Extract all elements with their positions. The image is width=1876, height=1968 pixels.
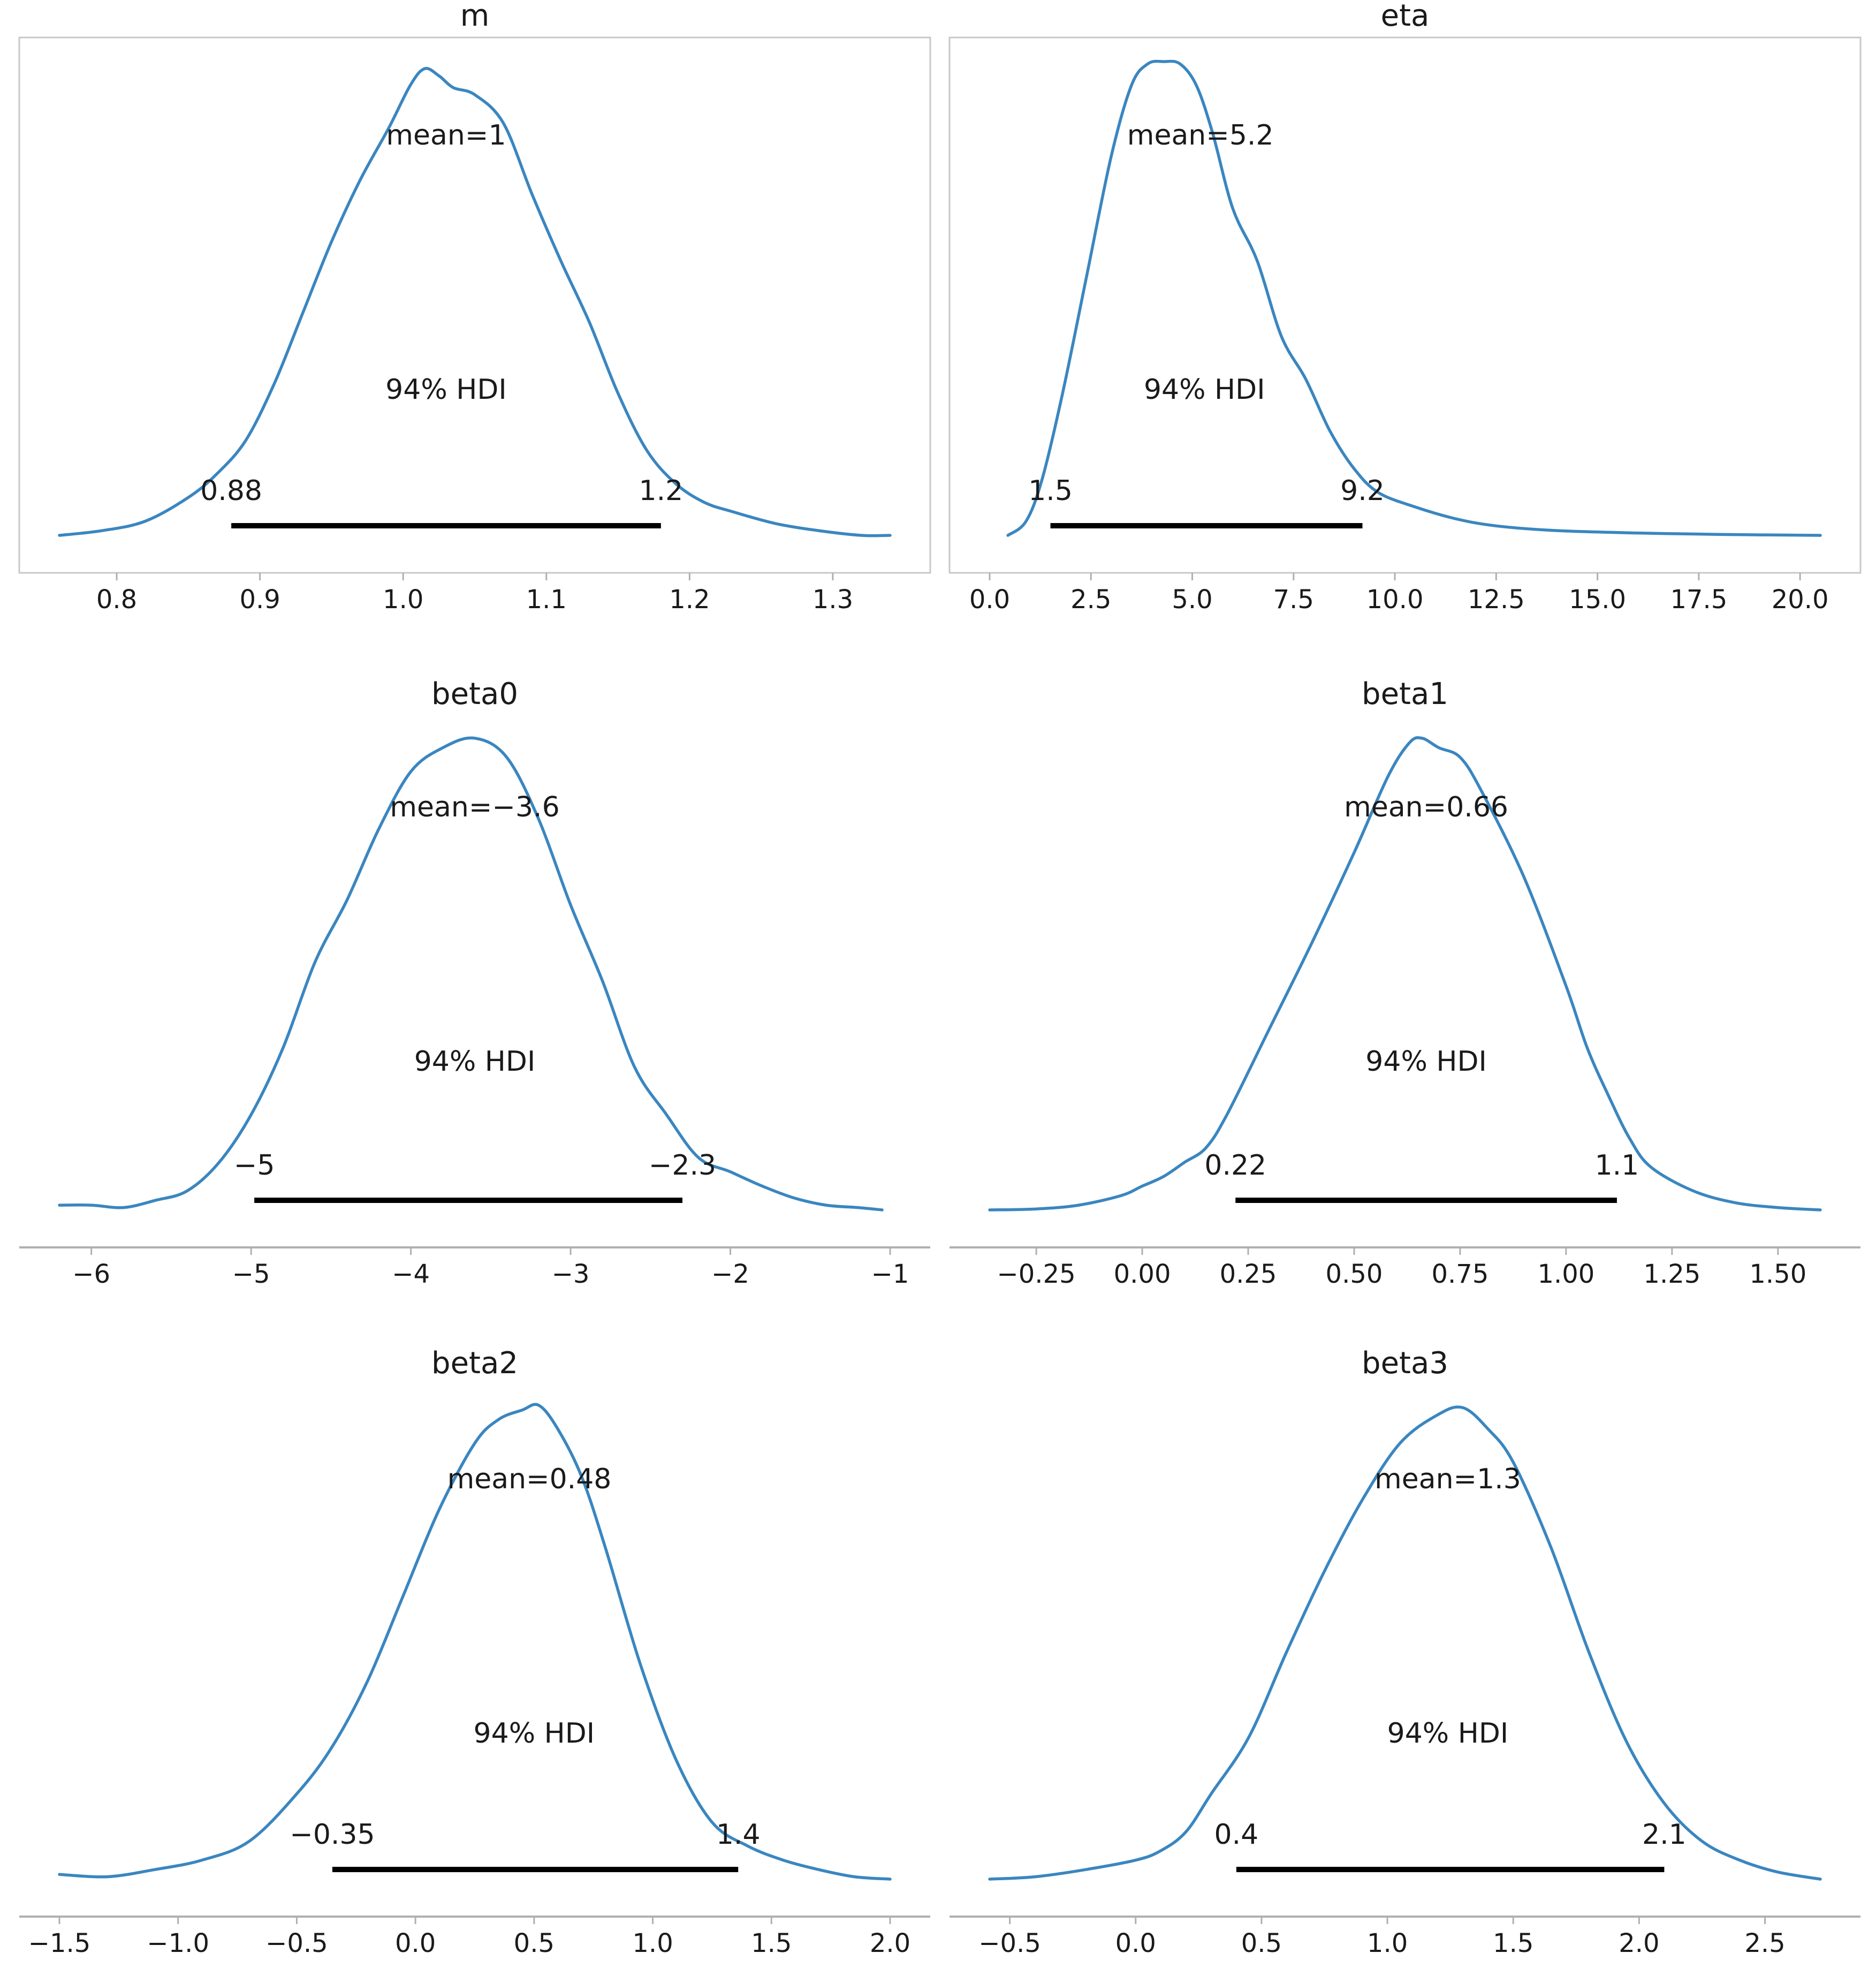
hdi-high-label: 1.4	[716, 1819, 761, 1851]
x-tick-label: 1.5	[751, 1928, 792, 1958]
x-tick-label: −0.25	[997, 1259, 1076, 1289]
x-tick-label: 1.2	[669, 585, 710, 615]
panel-title: beta3	[1362, 1346, 1448, 1381]
x-tick-label: −3	[552, 1259, 590, 1289]
x-tick-label: 1.1	[526, 585, 567, 615]
x-tick-label: 0.5	[514, 1928, 555, 1958]
hdi-label: 94% HDI	[385, 374, 507, 406]
x-tick-label: 2.5	[1070, 585, 1111, 615]
panel-title: m	[460, 0, 490, 33]
panel-title: beta0	[431, 677, 518, 711]
panel-title: beta1	[1362, 677, 1448, 711]
hdi-high-label: 2.1	[1642, 1819, 1687, 1851]
x-tick-label: −1.0	[147, 1928, 209, 1958]
x-tick-label: −6	[72, 1259, 110, 1289]
x-tick-label: 0.50	[1326, 1259, 1383, 1289]
x-tick-label: 0.0	[1115, 1928, 1156, 1958]
x-tick-label: 10.0	[1366, 585, 1424, 615]
kde-curve	[58, 736, 884, 1212]
x-tick-label: 7.5	[1273, 585, 1314, 615]
panel-beta3: beta3 −0.5 0.0 0.5 1.0 1.5 2.0 2.5 0.4 2.1 mean=1.…	[950, 1346, 1860, 1958]
hdi-low-label: −5	[234, 1149, 275, 1182]
hdi-low-label: −0.35	[290, 1819, 375, 1851]
x-tick-label: 1.50	[1749, 1259, 1806, 1289]
mean-label: mean=0.48	[447, 1463, 612, 1495]
hdi-low-label: 0.4	[1214, 1819, 1259, 1851]
x-tick-label: 0.25	[1220, 1259, 1277, 1289]
panel-title: eta	[1381, 0, 1430, 33]
x-tick-label: 0.9	[239, 585, 280, 615]
axes-frame	[18, 36, 931, 574]
x-tick-label: −5	[232, 1259, 270, 1289]
hdi-label: 94% HDI	[1365, 1046, 1487, 1078]
x-tick-label: 0.00	[1114, 1259, 1171, 1289]
x-tick-label: 20.0	[1772, 585, 1829, 615]
panel-beta2: beta2 −1.5 −1.0 −0.5 0.0 0.5 1.0 1.5 2.0 −0.35 1.4…	[19, 1346, 930, 1958]
kde-curve	[988, 736, 1822, 1212]
x-tick-label: −1.5	[28, 1928, 91, 1958]
x-tick-label: 2.5	[1744, 1928, 1785, 1958]
mean-label: mean=−3.6	[390, 791, 559, 823]
x-tick-label: 0.0	[395, 1928, 436, 1958]
hdi-low-label: 0.22	[1204, 1149, 1266, 1182]
x-tick-label: 1.0	[383, 585, 423, 615]
x-tick-label: 0.8	[96, 585, 137, 615]
x-tick-label: −2	[711, 1259, 749, 1289]
kde-curve	[988, 1405, 1822, 1881]
hdi-label: 94% HDI	[474, 1717, 595, 1750]
mean-label: mean=5.2	[1127, 119, 1274, 152]
kde-curve	[58, 1403, 892, 1881]
x-tick-label: −0.5	[265, 1928, 328, 1958]
x-tick-label: 1.3	[812, 585, 853, 615]
x-tick-label: 2.0	[1619, 1928, 1659, 1958]
x-tick-label: 1.5	[1493, 1928, 1533, 1958]
x-tick-label: −4	[392, 1259, 430, 1289]
x-tick-label: 0.75	[1432, 1259, 1489, 1289]
kde-curve	[1006, 59, 1822, 537]
x-tick-label: 12.5	[1468, 585, 1525, 615]
x-tick-label: 1.00	[1537, 1259, 1594, 1289]
hdi-label: 94% HDI	[1387, 1717, 1509, 1750]
hdi-label: 94% HDI	[414, 1046, 536, 1078]
hdi-high-label: −2.3	[649, 1149, 716, 1182]
hdi-low-label: 1.5	[1028, 475, 1073, 507]
hdi-low-label: 0.88	[200, 475, 262, 507]
x-tick-label: −0.5	[978, 1928, 1041, 1958]
x-tick-label: 0.0	[969, 585, 1010, 615]
panel-beta0: beta0 −6 −5 −4 −3 −2 −1 −5 −2.3 mean=−3.6 94% HDI	[19, 677, 930, 1289]
panel-eta: eta 0.0 2.5 5.0 7.5 10.0 12.5 15.0 17.5 20.0 1.5 9.…	[948, 0, 1862, 615]
x-tick-label: 0.5	[1241, 1928, 1282, 1958]
kde-curve	[58, 67, 892, 538]
mean-label: mean=1.3	[1374, 1463, 1521, 1495]
x-tick-label: 15.0	[1569, 585, 1626, 615]
panel-title: beta2	[431, 1346, 518, 1381]
mean-label: mean=1	[386, 119, 506, 152]
axes-frame	[948, 36, 1862, 574]
x-tick-label: 1.25	[1643, 1259, 1700, 1289]
x-tick-label: 2.0	[870, 1928, 910, 1958]
x-tick-label: 5.0	[1172, 585, 1212, 615]
hdi-label: 94% HDI	[1144, 374, 1265, 406]
panel-beta1: beta1 −0.25 0.00 0.25 0.50 0.75 1.00 1.25 1.50 0.…	[950, 677, 1860, 1289]
panel-m: m 0.8 0.9 1.0 1.1 1.2 1.3 0.88 1.2 mean=1 94% HDI	[18, 0, 931, 615]
x-tick-label: 17.5	[1670, 585, 1727, 615]
hdi-high-label: 1.2	[639, 475, 683, 507]
mean-label: mean=0.66	[1344, 791, 1508, 823]
x-tick-label: 1.0	[1367, 1928, 1408, 1958]
x-tick-label: −1	[871, 1259, 909, 1289]
hdi-high-label: 9.2	[1340, 475, 1385, 507]
hdi-high-label: 1.1	[1595, 1149, 1639, 1182]
x-tick-label: 1.0	[632, 1928, 673, 1958]
